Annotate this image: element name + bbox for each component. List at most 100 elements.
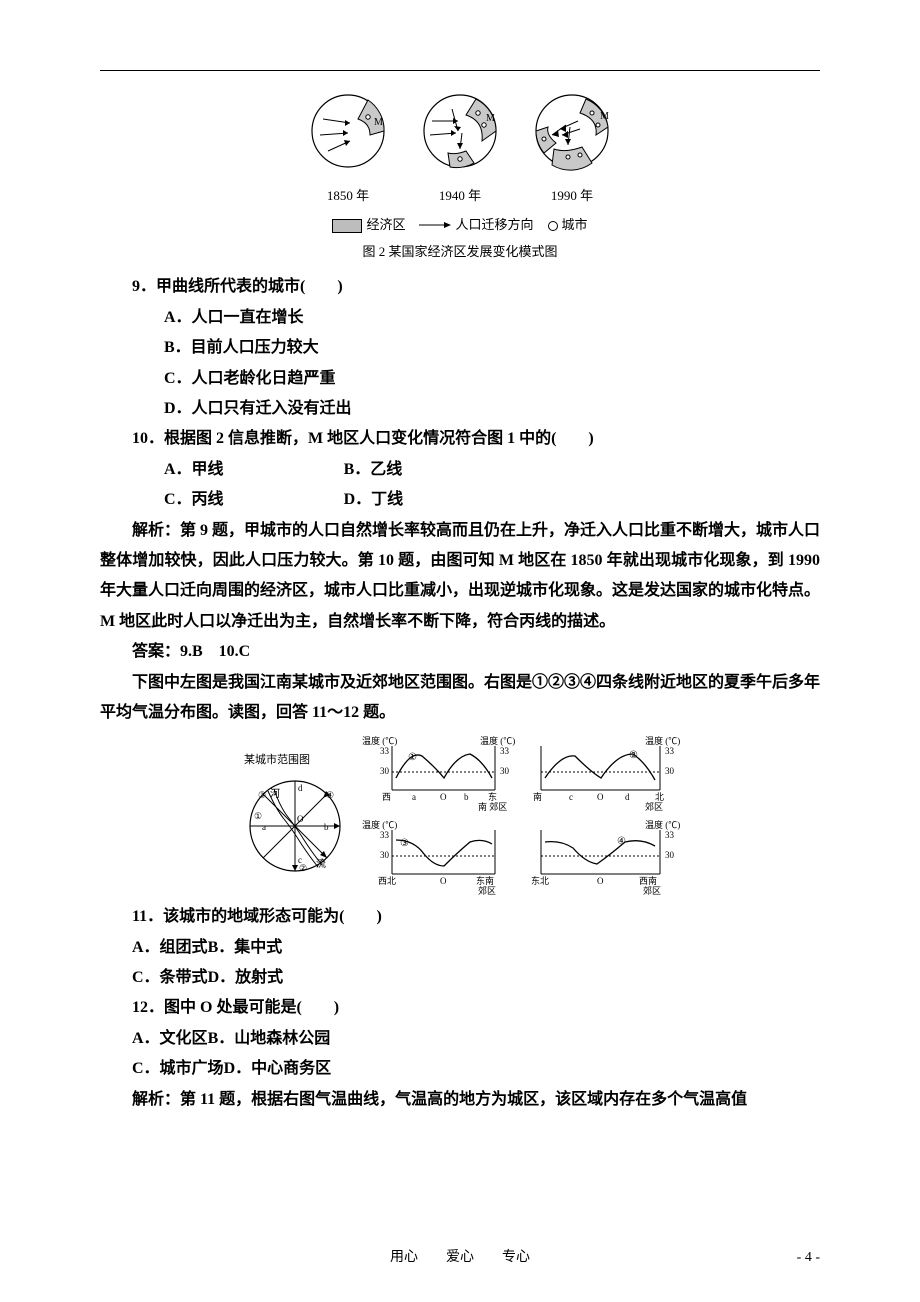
svg-text:O: O bbox=[597, 792, 604, 802]
svg-text:30: 30 bbox=[665, 850, 675, 860]
svg-text:东: 东 bbox=[488, 791, 497, 802]
svg-text:b: b bbox=[464, 792, 469, 802]
svg-text:南: 南 bbox=[533, 791, 542, 802]
temp-figure: 某城市范围图 河 流 a b c d O ① ② ③ ④ bbox=[100, 734, 820, 896]
svg-text:30: 30 bbox=[665, 766, 675, 776]
analysis-11-partial: 解析：第 11 题，根据右图气温曲线，气温高的地方为城区，该区域内存在多个气温高… bbox=[100, 1085, 820, 1115]
svg-text:a: a bbox=[262, 822, 266, 832]
svg-text:温度 (℃): 温度 (℃) bbox=[645, 819, 680, 830]
year-1850: 1850 年 bbox=[298, 184, 398, 209]
footer-text: 用心 爱心 专心 bbox=[390, 1250, 530, 1265]
legend-arrow-label: 人口迁移方向 bbox=[455, 213, 533, 238]
q12-opt-c: C．城市广场 bbox=[132, 1060, 224, 1077]
temp-chart-2: 温度 (℃) 33 30 ② 南 cOd 北 郊区 bbox=[525, 734, 680, 812]
year-1990: 1990 年 bbox=[522, 184, 622, 209]
q10-opt-b: B．乙线 bbox=[344, 461, 403, 478]
temp-chart-1: 温度 (℃) 温度 (℃) 3333 3030 ① 西 aOb 东 南 郊区 bbox=[360, 734, 515, 812]
q12-opt-a: A．文化区 bbox=[132, 1030, 208, 1047]
svg-text:O: O bbox=[440, 792, 447, 802]
q11-opt-d: D．放射式 bbox=[208, 969, 284, 986]
svg-text:O: O bbox=[297, 814, 304, 824]
svg-text:北: 北 bbox=[655, 792, 664, 802]
q10-opt-a: A．甲线 bbox=[164, 461, 224, 478]
analysis-9-10: 解析：第 9 题，甲城市的人口自然增长率较高而且仍在上升，净迁入人口比重不断增大… bbox=[100, 516, 820, 638]
q11-opt-a: A．组团式 bbox=[132, 939, 208, 956]
page: M 1850 年 M bbox=[0, 0, 920, 1302]
svg-text:c: c bbox=[569, 792, 573, 802]
circle-1990: M 1990 年 bbox=[522, 91, 622, 209]
temp-intro: 下图中左图是我国江南某城市及近郊地区范围图。右图是①②③④四条线附近地区的夏季午… bbox=[100, 668, 820, 729]
temp-charts: 温度 (℃) 温度 (℃) 33 33 30 30 ① 西 a Ob 东 南 郊区 温… bbox=[360, 734, 680, 896]
svg-text:②: ② bbox=[299, 863, 307, 873]
figure-2: M 1850 年 M bbox=[100, 91, 820, 264]
q12-opt-d: D．中心商务区 bbox=[224, 1060, 332, 1077]
legend-city-label: 城市 bbox=[562, 217, 588, 232]
legend-arrow: 人口迁移方向 bbox=[419, 213, 533, 238]
q12-opt-b: B．山地森林公园 bbox=[208, 1030, 331, 1047]
q11-stem: 11．该城市的地域形态可能为( ) bbox=[100, 902, 820, 932]
q12-opt-row1: A．文化区B．山地森林公园 bbox=[100, 1024, 820, 1054]
svg-text:西南: 西南 bbox=[639, 875, 657, 886]
year-1940: 1940 年 bbox=[410, 184, 510, 209]
q11-opt-b: B．集中式 bbox=[208, 939, 283, 956]
svg-text:33: 33 bbox=[500, 746, 510, 756]
figure-2-legend: 经济区 人口迁移方向 城市 bbox=[100, 213, 820, 238]
temp-chart-3: 温度 (℃) 33 30 ③ 西北 O 东南 郊区 bbox=[360, 818, 515, 896]
svg-text:①: ① bbox=[408, 752, 417, 763]
svg-text:33: 33 bbox=[665, 746, 675, 756]
stream-label: 流 bbox=[316, 857, 326, 870]
svg-text:温度 (℃): 温度 (℃) bbox=[362, 735, 397, 746]
q12-opt-row2: C．城市广场D．中心商务区 bbox=[100, 1054, 820, 1084]
svg-text:O: O bbox=[597, 876, 604, 886]
q10-stem: 10．根据图 2 信息推断，M 地区人口变化情况符合图 1 中的( ) bbox=[100, 424, 820, 454]
city-range-label: 某城市范围图 bbox=[244, 750, 310, 771]
legend-econ-label: 经济区 bbox=[366, 217, 405, 232]
svg-text:a: a bbox=[412, 792, 416, 802]
circle-1990-svg: M bbox=[522, 91, 622, 171]
answer-9-10: 答案：9.B 10.C bbox=[100, 637, 820, 667]
temp-chart-4: 温度 (℃) 33 30 ④ 东北 O 西南 郊区 bbox=[525, 818, 680, 896]
svg-text:33: 33 bbox=[380, 830, 390, 840]
svg-text:M: M bbox=[600, 111, 609, 122]
svg-text:③: ③ bbox=[400, 838, 409, 849]
legend-city: 城市 bbox=[548, 213, 588, 238]
circle-1940: M 1940 年 bbox=[410, 91, 510, 209]
river-label: 河 bbox=[270, 788, 280, 800]
arrow-icon bbox=[419, 220, 451, 230]
svg-text:①: ① bbox=[254, 811, 262, 821]
econ-swatch bbox=[332, 219, 362, 233]
q9-stem: 9．甲曲线所代表的城市( ) bbox=[100, 272, 820, 302]
svg-text:温度 (℃): 温度 (℃) bbox=[362, 819, 397, 830]
footer: 用心 爱心 专心 bbox=[0, 1245, 920, 1272]
q12-stem: 12．图中 O 处最可能是( ) bbox=[100, 993, 820, 1023]
svg-text:郊区: 郊区 bbox=[478, 885, 496, 896]
svg-text:30: 30 bbox=[380, 850, 390, 860]
footer-page: - 4 - bbox=[797, 1245, 820, 1272]
svg-text:西北: 西北 bbox=[378, 876, 396, 886]
svg-text:郊区: 郊区 bbox=[643, 885, 661, 896]
q9-opt-d: D．人口只有迁入没有迁出 bbox=[100, 394, 820, 424]
svg-text:东南: 东南 bbox=[476, 875, 494, 886]
svg-text:西: 西 bbox=[382, 792, 391, 802]
q11-opt-row1: A．组团式B．集中式 bbox=[100, 933, 820, 963]
q11-opt-row2: C．条带式D．放射式 bbox=[100, 963, 820, 993]
svg-text:30: 30 bbox=[500, 766, 510, 776]
svg-text:南 郊区: 南 郊区 bbox=[478, 801, 507, 812]
q11-opt-c: C．条带式 bbox=[132, 969, 208, 986]
q9-opt-b: B．目前人口压力较大 bbox=[100, 333, 820, 363]
svg-text:O: O bbox=[440, 876, 447, 886]
circle-1850-svg: M bbox=[298, 91, 398, 171]
figure-2-caption: 图 2 某国家经济区发展变化模式图 bbox=[100, 240, 820, 265]
svg-text:d: d bbox=[298, 783, 303, 793]
svg-text:b: b bbox=[324, 822, 329, 832]
q10-opt-row1: A．甲线 B．乙线 bbox=[100, 455, 820, 485]
city-circle-map: 河 流 a b c d O ① ② ③ ④ bbox=[240, 771, 350, 881]
svg-text:M: M bbox=[374, 117, 383, 128]
svg-text:d: d bbox=[625, 792, 630, 802]
q10-opt-c: C．丙线 bbox=[164, 491, 224, 508]
svg-text:温度 (℃): 温度 (℃) bbox=[480, 735, 515, 746]
svg-text:③: ③ bbox=[258, 790, 266, 800]
q9-opt-a: A．人口一直在增长 bbox=[100, 303, 820, 333]
figure-2-circles: M 1850 年 M bbox=[100, 91, 820, 209]
svg-text:郊区: 郊区 bbox=[645, 801, 663, 812]
